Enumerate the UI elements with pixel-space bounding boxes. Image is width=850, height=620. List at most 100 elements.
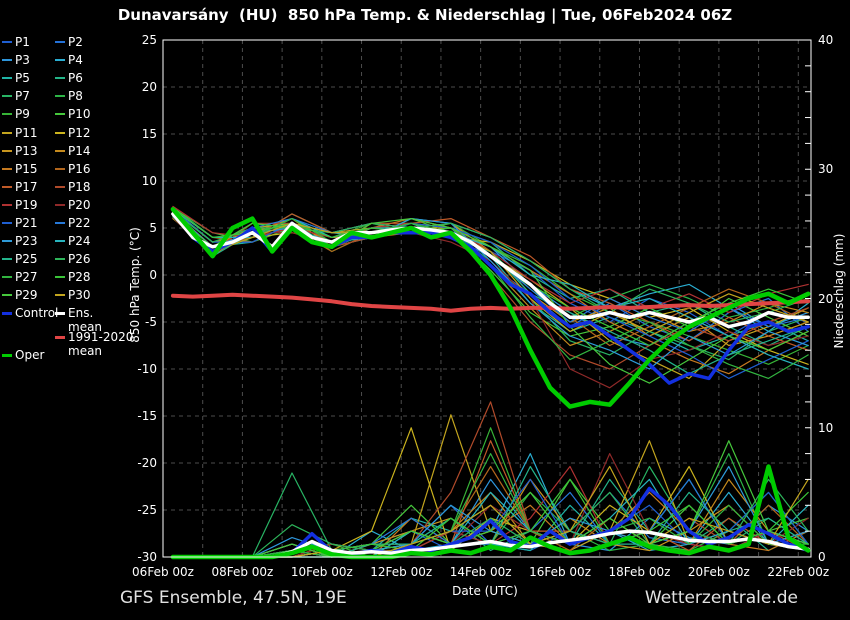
legend-item-p13: P13 — [2, 144, 38, 158]
precip-line-Oper — [170, 464, 811, 560]
legend-swatch — [2, 222, 12, 224]
legend-item-p25: P25 — [2, 252, 38, 266]
y-left-tick-label: 10 — [141, 174, 157, 188]
legend-item-p10: P10 — [55, 107, 91, 121]
legend-swatch — [2, 167, 12, 170]
legend-label: P23 — [15, 234, 38, 249]
legend-item-p15: P15 — [2, 162, 38, 176]
legend-swatch — [2, 149, 12, 152]
chart-title: Dunavarsány (HU) 850 hPa Temp. & Nieders… — [117, 6, 733, 24]
y-left-tick-label: -25 — [137, 503, 157, 517]
legend-swatch — [55, 59, 65, 62]
legend-label: P27 — [15, 270, 38, 285]
legend-item-p7: P7 — [2, 89, 30, 103]
x-tick-label: 06Feb 00z — [132, 565, 194, 579]
legend-item-p22: P22 — [55, 216, 91, 230]
y-right-tick-label: 20 — [818, 291, 834, 306]
legend-item-p12: P12 — [55, 126, 91, 140]
legend-item-p6: P6 — [55, 71, 83, 85]
legend-item-p21: P21 — [2, 216, 38, 230]
legend-label: P13 — [15, 143, 38, 158]
legend-swatch — [2, 294, 12, 297]
legend-swatch — [2, 203, 12, 206]
legend-swatch — [55, 131, 65, 134]
legend-label: P22 — [68, 216, 91, 230]
legend-item-p2: P2 — [55, 35, 83, 49]
legend-label: P12 — [68, 125, 91, 140]
legend-item-1991-2020-mean: 1991-2020 mean — [55, 330, 143, 359]
legend-item-p1: P1 — [2, 35, 30, 49]
y-right-tick-label: 10 — [818, 420, 834, 435]
legend-swatch — [2, 185, 12, 188]
legend-swatch — [55, 149, 65, 152]
legend-item-p19: P19 — [2, 198, 38, 212]
y-left-tick-label: -20 — [137, 456, 157, 470]
legend-item-p17: P17 — [2, 180, 38, 194]
legend-item-p23: P23 — [2, 234, 38, 248]
legend-swatch — [2, 95, 12, 98]
legend-label: P25 — [15, 252, 38, 267]
legend-swatch — [55, 312, 65, 315]
y-left-tick-label: -10 — [137, 362, 157, 376]
legend-swatch — [2, 354, 12, 357]
temp-line-1991-2020 mean — [170, 292, 811, 313]
y-left-tick-label: 15 — [141, 127, 157, 141]
legend-item-p26: P26 — [55, 252, 91, 266]
legend-item-p9: P9 — [2, 107, 30, 121]
x-axis-label: Date (UTC) — [452, 584, 518, 598]
legend-label: P7 — [15, 89, 30, 104]
legend-label: P26 — [68, 252, 91, 267]
y-left-tick-label: 5 — [149, 221, 157, 235]
x-tick-label: 08Feb 00z — [211, 565, 274, 579]
legend-swatch — [55, 276, 65, 279]
legend-swatch — [2, 77, 12, 80]
legend-label: P2 — [68, 35, 83, 49]
legend-swatch — [2, 276, 12, 279]
legend-label: P29 — [15, 288, 38, 303]
legend-item-p16: P16 — [55, 162, 91, 176]
legend-item-oper: Oper — [2, 348, 44, 362]
legend-label: P18 — [68, 179, 91, 194]
legend-item-p3: P3 — [2, 53, 30, 67]
legend-swatch — [2, 41, 12, 43]
legend-item-ens-mean: Ens. mean — [55, 306, 102, 335]
legend-label: P21 — [15, 216, 38, 230]
legend-label: P11 — [15, 125, 38, 140]
legend-swatch — [2, 113, 12, 116]
legend-swatch — [55, 41, 65, 43]
legend-swatch — [55, 95, 65, 98]
precip-line-P17 — [172, 440, 809, 558]
legend-swatch — [2, 258, 12, 261]
legend-label: P5 — [15, 71, 30, 86]
x-tick-label: 16Feb 00z — [529, 565, 591, 579]
legend-item-p29: P29 — [2, 288, 38, 302]
legend-swatch — [2, 240, 12, 243]
precip-line-P27 — [172, 453, 809, 558]
legend-label: 1991-2020 mean — [68, 330, 134, 359]
precip-line-P29 — [172, 440, 809, 558]
y-left-tick-label: -15 — [137, 409, 157, 423]
legend-label: P3 — [15, 53, 30, 68]
legend-swatch — [55, 185, 65, 188]
legend-label: P17 — [15, 179, 38, 194]
y-axis-left-label: 850 hPa Temp. (°C) — [128, 227, 142, 343]
legend-label: P15 — [15, 161, 38, 176]
legend-swatch — [55, 294, 65, 297]
legend-item-p20: P20 — [55, 198, 91, 212]
y-right-tick-label: 0 — [818, 550, 826, 564]
legend-label: P10 — [68, 107, 91, 122]
legend-label: P1 — [15, 35, 30, 49]
x-tick-label: 12Feb 00z — [370, 565, 433, 579]
legend-swatch — [55, 113, 65, 116]
y-right-tick-label: 30 — [818, 162, 834, 177]
legend-label: P30 — [68, 288, 91, 303]
y-left-tick-label: -30 — [137, 550, 157, 564]
legend-swatch — [55, 258, 65, 261]
legend-label: P6 — [68, 71, 83, 86]
legend-item-p4: P4 — [55, 53, 83, 67]
legend-item-p11: P11 — [2, 126, 38, 140]
temp-line-P23 — [172, 212, 809, 370]
legend-item-control: Control — [2, 306, 58, 320]
